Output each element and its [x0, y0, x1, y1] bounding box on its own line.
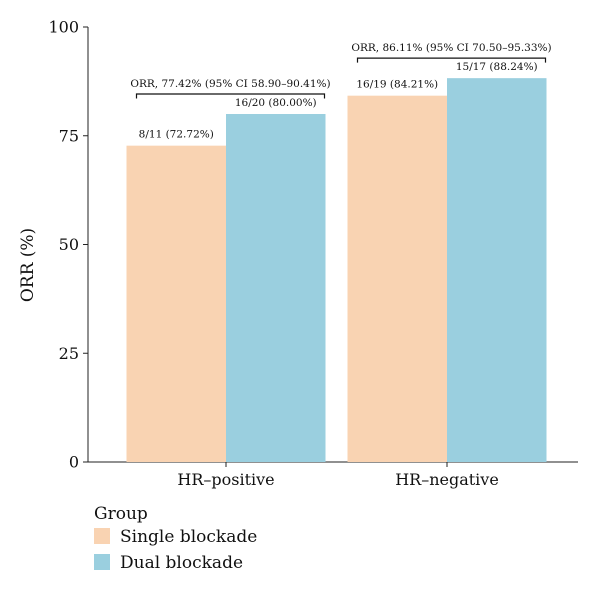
bar-value-label: 16/19 (84.21%)	[356, 79, 438, 91]
legend-swatch	[94, 528, 110, 544]
bars: 8/11 (72.72%) 16/20 (80.00%) 16/19 (84.21%…	[126, 61, 547, 463]
x-tick-label: HR–negative	[395, 470, 499, 489]
y-tick-label: 0	[69, 453, 79, 472]
legend: Group Single blockade Dual blockade	[94, 504, 257, 573]
bar-value-label: 8/11 (72.72%)	[139, 129, 214, 141]
axes: 0 25 50 75 100 HR–positive HR–negative	[48, 18, 578, 489]
legend-label: Single blockade	[120, 527, 257, 547]
y-tick-label: 100	[48, 18, 79, 37]
y-tick-label: 50	[59, 235, 79, 254]
comparison-bracket	[135, 93, 326, 99]
bar-single-hr-positive	[126, 145, 226, 462]
bar-single-hr-negative	[347, 95, 447, 463]
bar-dual-hr-positive	[226, 114, 326, 462]
y-axis-title: ORR (%)	[18, 228, 38, 302]
legend-swatch	[94, 554, 110, 570]
bar-value-label: 16/20 (80.00%)	[235, 97, 317, 109]
bar-value-label: 15/17 (88.24%)	[456, 61, 538, 73]
y-tick-label: 25	[59, 344, 79, 363]
legend-title: Group	[94, 504, 148, 524]
x-tick-label: HR–positive	[177, 470, 274, 489]
legend-label: Dual blockade	[120, 553, 243, 573]
y-tick-label: 75	[59, 126, 79, 145]
comparison-bracket	[356, 57, 547, 63]
bracket-label: ORR, 86.11% (95% CI 70.50–95.33%)	[351, 42, 551, 54]
bar-dual-hr-negative	[447, 78, 547, 462]
group-annotations: ORR, 77.42% (95% CI 58.90–90.41%) ORR, 86…	[130, 42, 552, 99]
bracket-label: ORR, 77.42% (95% CI 58.90–90.41%)	[130, 78, 330, 90]
